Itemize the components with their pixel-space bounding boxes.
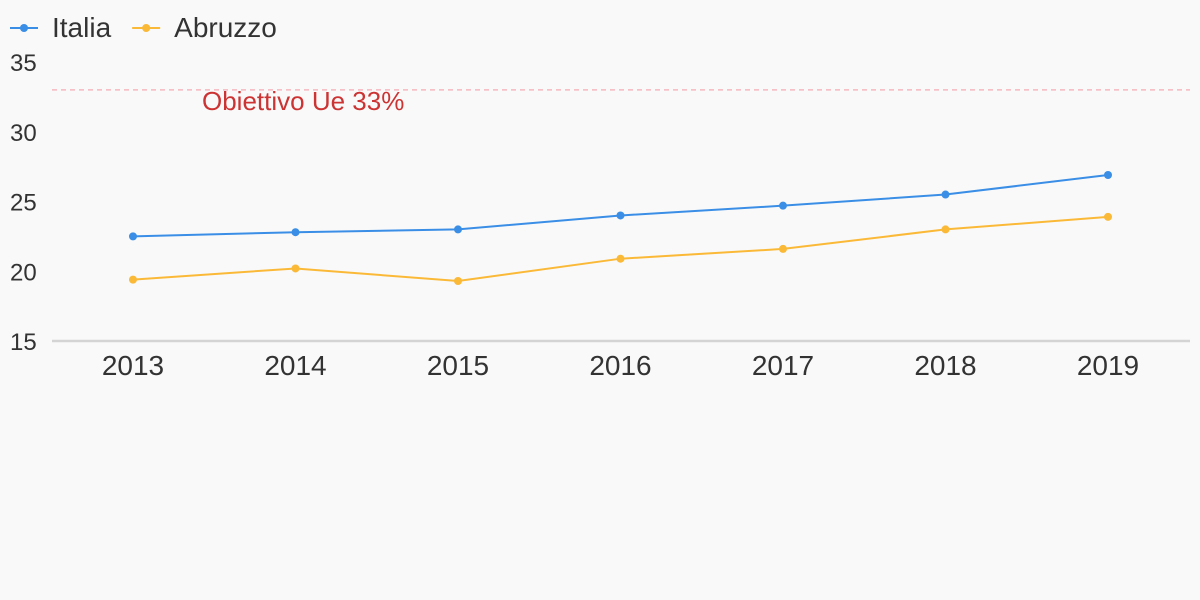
data-point-abruzzo (454, 277, 462, 286)
reference-line-label: Obiettivo Ue 33% (202, 86, 404, 116)
series-group (129, 170, 1112, 286)
legend-label-italia: Italia (52, 12, 112, 43)
data-point-italia (779, 201, 787, 210)
y-tick-label: 25 (10, 190, 37, 217)
legend: Italia Abruzzo (10, 12, 277, 43)
reference-line-group: Obiettivo Ue 33% (52, 86, 1190, 116)
data-point-italia (129, 232, 137, 241)
data-point-italia (454, 225, 462, 234)
x-tick-label: 2013 (102, 350, 164, 381)
y-tick-label: 15 (10, 329, 37, 356)
x-axis: 2013 2014 2015 2016 2017 2018 2019 (52, 339, 1190, 381)
y-tick-label: 30 (10, 120, 37, 147)
y-tick-label: 20 (10, 259, 37, 286)
data-point-italia (941, 190, 950, 199)
data-point-abruzzo (941, 225, 950, 234)
y-axis: 15 20 25 30 35 (10, 50, 37, 356)
x-tick-label: 2015 (427, 350, 489, 381)
x-tick-label: 2016 (589, 350, 651, 381)
legend-marker-abruzzo (142, 24, 151, 32)
x-tick-label: 2014 (264, 350, 326, 381)
data-point-abruzzo (616, 254, 625, 263)
y-tick-label: 35 (10, 50, 37, 77)
data-point-abruzzo (1104, 212, 1112, 221)
data-point-italia (616, 211, 625, 220)
data-point-abruzzo (779, 244, 787, 253)
x-tick-label: 2019 (1077, 350, 1139, 381)
data-point-abruzzo (291, 264, 300, 273)
legend-label-abruzzo: Abruzzo (174, 12, 277, 43)
x-tick-label: 2018 (914, 350, 976, 381)
series-line-abruzzo (132, 215, 1109, 283)
data-point-abruzzo (129, 275, 137, 284)
data-point-italia (1104, 170, 1112, 179)
x-tick-label: 2017 (752, 350, 814, 381)
data-point-italia (291, 228, 300, 237)
legend-marker-italia (20, 24, 28, 32)
